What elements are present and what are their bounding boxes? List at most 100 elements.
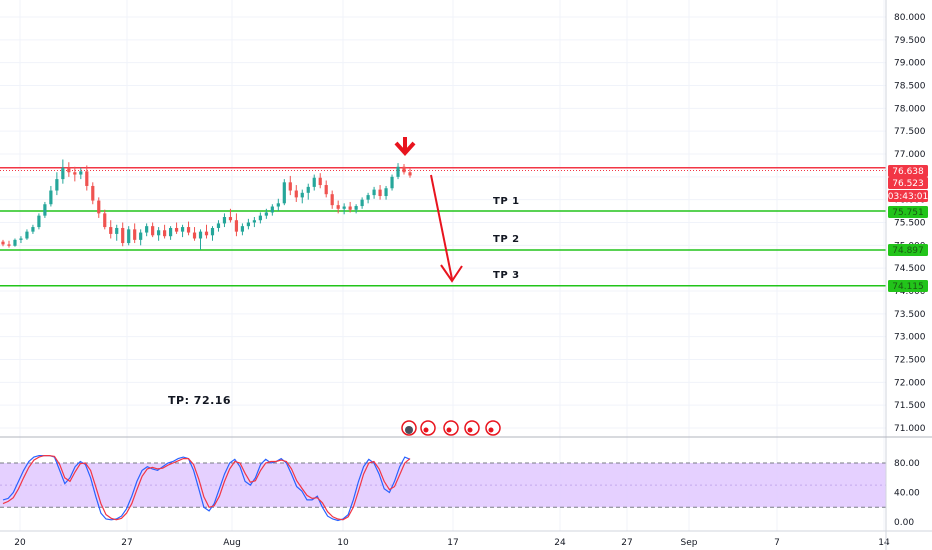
event-icon-2[interactable] (443, 420, 459, 436)
date-tick-label: 7 (774, 538, 780, 548)
event-icons[interactable] (401, 420, 501, 436)
event-icon-3[interactable] (464, 420, 480, 436)
price-tick-label: 75.500 (894, 219, 926, 229)
candle-body (139, 232, 143, 240)
candle-body (151, 226, 155, 236)
price-tag (888, 206, 928, 218)
candle-body (157, 230, 161, 236)
candle-body (216, 223, 221, 228)
date-tick-label: 27 (621, 538, 632, 548)
candle-body (55, 179, 59, 191)
candle-body (318, 177, 322, 186)
candle-body (103, 213, 107, 228)
price-tag (888, 190, 928, 202)
candle-body (270, 206, 274, 213)
candle-body (294, 190, 298, 198)
candle-body (396, 166, 400, 177)
stochastic-d-line (2, 455, 411, 521)
date-tick-label: 10 (337, 538, 349, 548)
price-tick-label: 72.000 (894, 378, 926, 388)
price-tick-label: 80.000 (894, 13, 926, 23)
event-icon-4[interactable] (485, 420, 501, 436)
tp1-label: TP 1 (493, 196, 520, 207)
time-axis[interactable]: 20 27 Aug 10 17 24 27 Sep 7 14 (14, 538, 890, 548)
price-tag-label: 03:43:01 (888, 192, 928, 202)
candle-body (210, 227, 215, 236)
candle-body (49, 190, 53, 205)
candle-body (366, 195, 370, 200)
price-tag (888, 177, 928, 189)
date-tick-label: Sep (681, 538, 698, 548)
candle-body (61, 167, 65, 180)
candle-body (240, 226, 245, 232)
candle-body (31, 227, 35, 232)
candle-body (7, 244, 11, 246)
candle-body (378, 189, 382, 197)
candle-body (342, 206, 346, 209)
price-tick-label: 78.500 (894, 82, 926, 92)
candle-body (246, 222, 250, 227)
osc-tick-label: 40.00 (894, 489, 920, 499)
candle-body (13, 239, 17, 246)
candle-body (258, 215, 262, 221)
price-tag (888, 165, 928, 177)
tp2-label: TP 2 (493, 234, 520, 245)
candle-body (372, 189, 376, 196)
candle-body (408, 172, 412, 176)
candle-body (204, 231, 209, 236)
price-tick-label: 79.000 (894, 59, 926, 69)
price-tick-label: 73.000 (894, 333, 926, 343)
candle-body (282, 182, 286, 204)
price-tick-label: 77.000 (894, 150, 926, 160)
candle-body (330, 194, 334, 206)
candle-body (288, 182, 292, 191)
candle-body (252, 220, 256, 223)
candle-body (360, 199, 364, 207)
candle-body (43, 204, 47, 216)
projection-arrow-icon (430, 174, 463, 283)
candle-body (324, 185, 328, 195)
earnings-icon[interactable] (401, 420, 417, 436)
price-tag (888, 244, 928, 256)
candle-body (234, 220, 239, 232)
candle-body (402, 166, 406, 173)
final-target-note: TP: 72.16 (168, 394, 231, 407)
candle-body (276, 203, 280, 207)
candle-body (300, 192, 304, 198)
event-icon-1[interactable] (420, 420, 436, 436)
tp3-label: TP 3 (493, 270, 520, 281)
candle-body (192, 232, 197, 239)
candle-body (390, 176, 394, 189)
candle-body (91, 185, 95, 201)
candle-body (133, 229, 137, 240)
candle-body (354, 206, 358, 210)
candle-body (67, 167, 71, 173)
price-tick-label: 74.500 (894, 264, 926, 274)
horizontal-levels[interactable] (0, 166, 886, 287)
candle-body (79, 171, 83, 175)
price-tag-label: 76.638 (892, 167, 924, 177)
stochastic-oscillator-pane (0, 455, 886, 522)
grid-lines (0, 0, 886, 531)
candlestick-series (1, 159, 412, 250)
price-tick-label: 73.500 (894, 310, 926, 320)
price-tag-label: 74.115 (892, 282, 924, 292)
price-tick-label: 77.500 (894, 127, 926, 137)
candle-body (115, 227, 119, 234)
price-tick-label: 72.500 (894, 356, 926, 366)
date-tick-label: 24 (554, 538, 566, 548)
candle-body (19, 238, 23, 240)
candle-body (174, 227, 179, 232)
candle-body (37, 215, 41, 228)
date-tick-label: 20 (14, 538, 26, 548)
candle-body (186, 227, 191, 233)
candle-body (1, 241, 5, 245)
price-axis[interactable]: 80.000 79.500 79.000 78.500 78.000 77.500 77.0… (894, 13, 926, 528)
candle-body (384, 188, 388, 197)
price-tick-label: 71.500 (894, 401, 926, 411)
candle-body (348, 206, 352, 210)
candle-body (336, 205, 340, 209)
candle-body (121, 227, 125, 244)
osc-tick-label: 0.00 (894, 518, 914, 528)
